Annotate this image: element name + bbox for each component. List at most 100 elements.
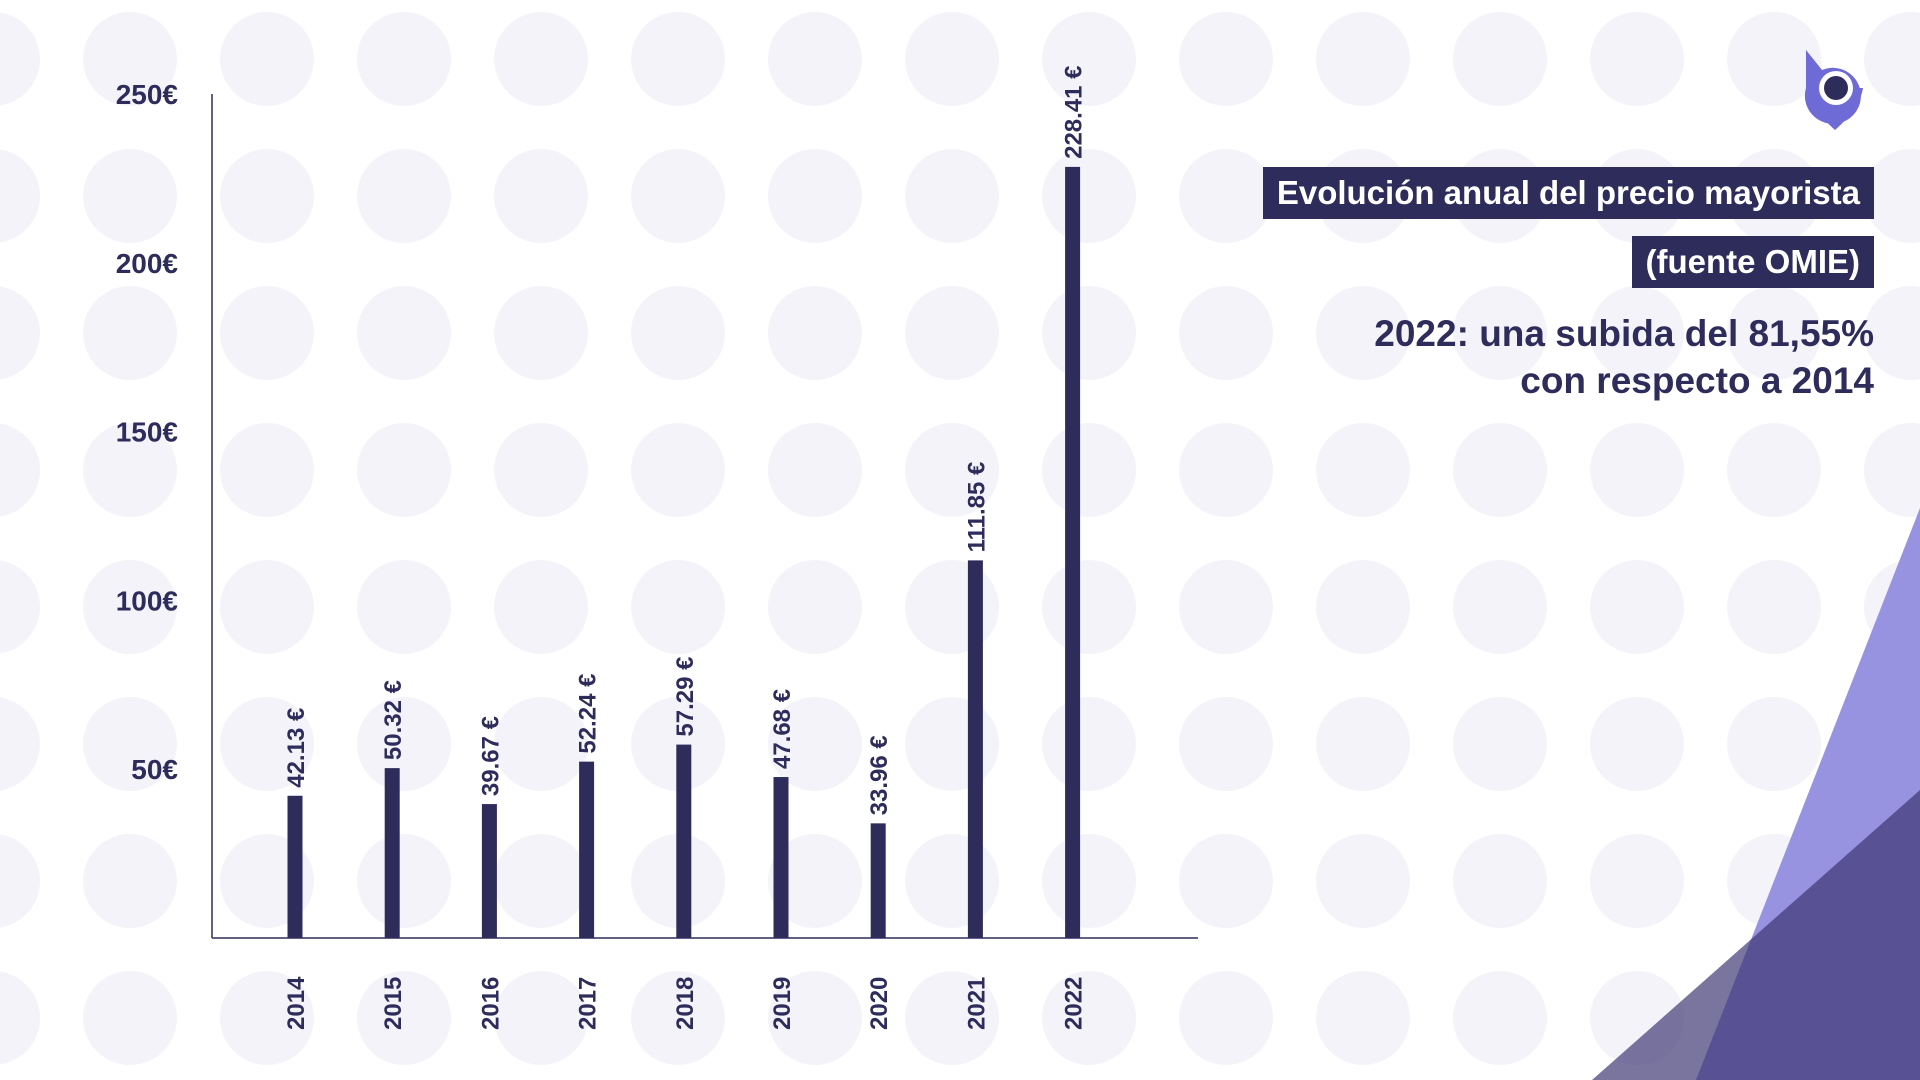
background-dot [1453,423,1547,517]
background-dot [905,286,999,380]
bar-2021 [967,560,983,938]
background-dot [905,149,999,243]
background-dot [1179,560,1273,654]
background-dot [494,423,588,517]
background-dot [768,12,862,106]
background-dot [1179,12,1273,106]
background-dot [631,12,725,106]
background-dot [1590,12,1684,106]
x-tick-label: 2019 [769,977,796,1030]
background-dot [1042,12,1136,106]
background-dot [1727,423,1821,517]
bar-2019 [773,777,789,938]
y-tick-label: 250€ [116,79,179,110]
subtitle: 2022: una subida del 81,55% con respecto… [1374,310,1874,404]
background-dot [220,149,314,243]
background-dot [1179,834,1273,928]
background-dot [83,12,177,106]
background-dot [494,286,588,380]
background-dot [1453,286,1547,380]
background-dot [768,697,862,791]
background-dot [631,149,725,243]
data-label: 228.41 € [1061,65,1088,158]
bar-2018 [676,744,692,938]
background-dot [1179,423,1273,517]
bar-2022 [1065,166,1081,939]
logo-pin-icon [1804,50,1863,130]
background-dot [220,286,314,380]
data-label: 39.67 € [477,716,504,796]
background-dot [1179,149,1273,243]
background-dot [357,834,451,928]
dark-triangle [1592,790,1920,1080]
background-dot [1727,697,1821,791]
background-dot [220,423,314,517]
background-dot [768,560,862,654]
background-dot [1316,12,1410,106]
background-dot [220,971,314,1065]
background-dot [0,697,40,791]
data-label: 111.85 € [963,462,990,553]
data-label: 50.32 € [380,680,407,760]
title-line-1: Evolución anual del precio mayorista [1262,167,1874,219]
background-dot [357,697,451,791]
background-dot [631,971,725,1065]
background-dot [1179,697,1273,791]
background-dot [1453,697,1547,791]
background-dot [1453,834,1547,928]
bar-2017 [579,761,595,938]
background-dot [357,971,451,1065]
x-tick-label: 2016 [477,977,504,1030]
background-dot [1316,697,1410,791]
background-dot [1453,971,1547,1065]
background-dot [83,834,177,928]
subtitle-line-1: 2022: una subida del 81,55% [1374,313,1874,354]
background-dot [631,286,725,380]
background-dot [0,834,40,928]
background-dot [0,12,40,106]
background-dot [905,423,999,517]
background-dot [1453,12,1547,106]
data-label: 33.96 € [866,735,893,815]
background-dot [631,423,725,517]
background-dot [1042,971,1136,1065]
background-dot [631,697,725,791]
background-dot [0,286,40,380]
background-dot [494,560,588,654]
background-dot [768,423,862,517]
background-dot [768,971,862,1065]
background-dot [1316,560,1410,654]
x-tick-label: 2015 [380,977,407,1030]
background-dot [83,423,177,517]
background-dot [1590,286,1684,380]
data-label: 47.68 € [769,689,796,769]
y-tick-label: 100€ [116,585,179,616]
subtitle-line-2: con respecto a 2014 [1520,360,1874,401]
background-dot [0,971,40,1065]
y-tick-label: 50€ [131,754,178,785]
bar-2015 [384,768,400,938]
bar-2016 [481,804,497,938]
background-dot [0,423,40,517]
background-dot [494,149,588,243]
background-dot [1316,834,1410,928]
background-dot [768,286,862,380]
background-dot [494,12,588,106]
background-dot [1590,560,1684,654]
bar-2020 [870,823,886,938]
background-dot [83,149,177,243]
background-dot [0,149,40,243]
background-dot [1864,149,1920,243]
data-label: 52.24 € [575,674,602,754]
background-dot [1316,286,1410,380]
background-dot [83,697,177,791]
background-dot [494,697,588,791]
bar-2014 [287,795,303,938]
background-dot [768,834,862,928]
background-dot [905,971,999,1065]
y-tick-label: 200€ [116,248,179,279]
background-dot [1179,971,1273,1065]
x-tick-label: 2018 [672,977,699,1030]
